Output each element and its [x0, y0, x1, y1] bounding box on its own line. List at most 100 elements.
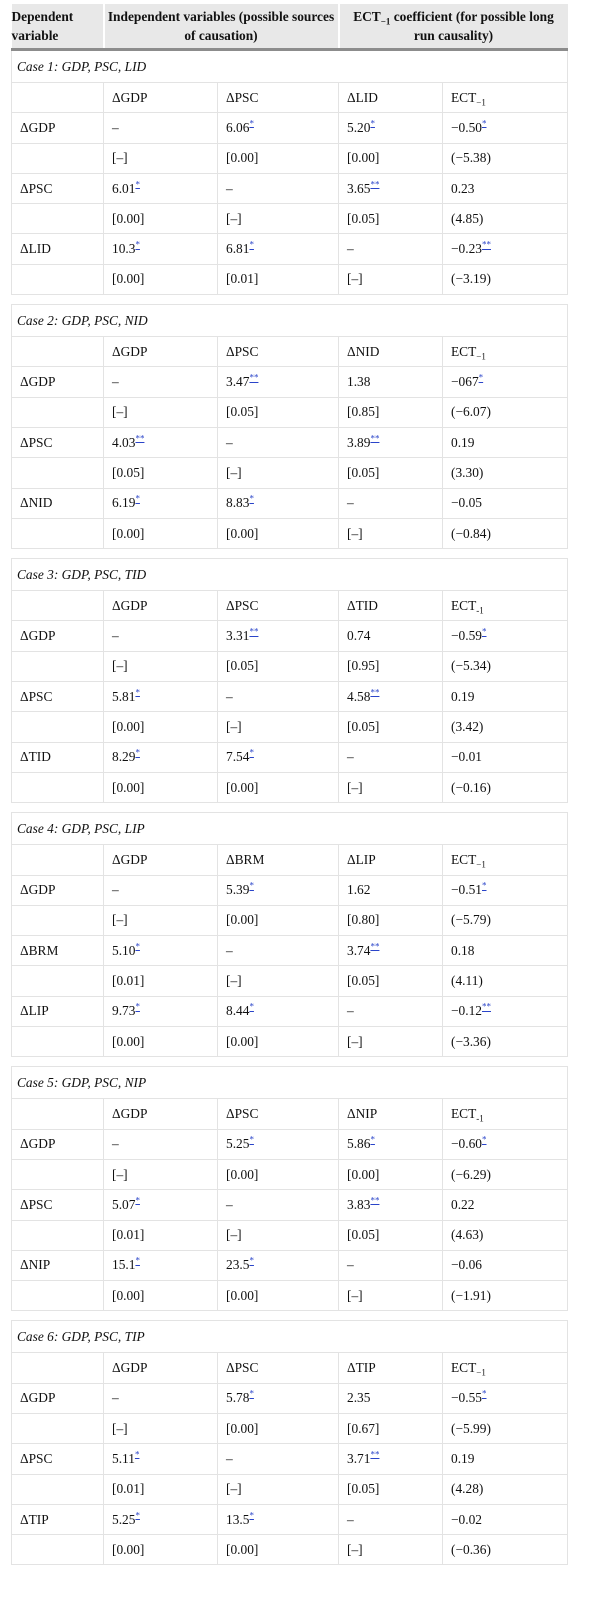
stat-cell: (4.11): [441, 965, 569, 997]
column-header: ECT-1: [441, 590, 569, 621]
significance-link[interactable]: *: [370, 1134, 375, 1145]
blank-cell: [11, 1098, 104, 1130]
row-variable: ΔPSC: [11, 1189, 104, 1220]
column-header: ΔBRM: [217, 844, 339, 876]
value-cell: –: [217, 426, 339, 458]
value-text: 6.81: [226, 241, 250, 257]
significance-link[interactable]: *: [482, 626, 487, 637]
value-text: 4.58: [347, 688, 371, 704]
significance-link[interactable]: **: [249, 372, 259, 383]
significance-link[interactable]: *: [249, 1001, 254, 1012]
blank-cell: [11, 336, 104, 367]
significance-link[interactable]: *: [249, 1388, 254, 1399]
table-row: ΔGDP – 3.31** 0.74 −0.59*: [11, 620, 569, 652]
value-text: 23.5: [226, 1257, 250, 1273]
significance-link[interactable]: *: [135, 1510, 140, 1521]
significance-link[interactable]: *: [482, 1388, 487, 1399]
significance-link[interactable]: *: [135, 179, 140, 190]
significance-link[interactable]: **: [370, 179, 380, 190]
column-header-sub: -1: [476, 1113, 484, 1124]
significance-link[interactable]: *: [249, 118, 254, 129]
value-cell: −0.59*: [441, 620, 569, 652]
row-variable: ΔGDP: [11, 1382, 104, 1414]
significance-link[interactable]: *: [482, 880, 487, 891]
value-cell: 13.5*: [217, 1503, 339, 1535]
case-title: Case 3: GDP, PSC, TID: [10, 558, 569, 591]
significance-link[interactable]: *: [370, 118, 375, 129]
table-row: ΔBRM 5.10* –3.74** 0.18: [11, 935, 569, 966]
value-cell: 6.81*: [217, 233, 339, 265]
stat-cell: [–]: [338, 1534, 443, 1566]
blank-cell: [11, 904, 104, 936]
significance-link[interactable]: *: [135, 1195, 140, 1206]
stat-row: [0.00] [–] [0.05] (4.85): [11, 203, 569, 234]
significance-link[interactable]: **: [370, 1449, 380, 1460]
value-cell: 4.58**: [338, 681, 443, 712]
significance-link[interactable]: *: [135, 941, 140, 952]
table-row: ΔGDP –6.06* 5.20* −0.50*: [11, 112, 569, 144]
stat-cell: (−1.91): [441, 1280, 569, 1311]
significance-link[interactable]: *: [249, 493, 254, 504]
significance-link[interactable]: *: [249, 880, 254, 891]
value-cell: –: [338, 995, 443, 1027]
stat-row: [0.00] [0.00] [–] (−0.16): [11, 771, 569, 803]
stat-cell: [0.00]: [103, 1280, 218, 1311]
significance-link[interactable]: **: [370, 941, 380, 952]
value-text: 3.89: [347, 434, 371, 450]
stat-cell: [0.01]: [103, 1473, 218, 1505]
significance-link[interactable]: *: [134, 1449, 140, 1460]
significance-link[interactable]: *: [135, 239, 140, 250]
value-text: 5.25: [112, 1511, 136, 1527]
significance-link[interactable]: *: [249, 1255, 254, 1266]
stat-cell: (4.85): [441, 203, 569, 234]
case-title: Case 1: GDP, PSC, LID: [10, 49, 569, 83]
significance-link[interactable]: **: [249, 626, 259, 637]
significance-link[interactable]: *: [135, 1001, 140, 1012]
stat-cell: [–]: [217, 965, 339, 997]
stat-cell: [0.00]: [217, 1280, 339, 1311]
value-cell: 3.89**: [338, 426, 443, 458]
case-title: Case 2: GDP, PSC, NID: [10, 304, 569, 337]
column-header: ΔLIP: [338, 844, 443, 876]
value-cell: 5.11*: [103, 1443, 218, 1475]
row-variable: ΔPSC: [11, 172, 104, 204]
stat-cell: (−0.36): [441, 1534, 569, 1566]
significance-link[interactable]: **: [482, 1001, 491, 1012]
significance-link[interactable]: *: [135, 1255, 140, 1266]
value-text: 5.86: [347, 1136, 371, 1152]
significance-link[interactable]: *: [249, 747, 254, 758]
significance-link[interactable]: *: [249, 239, 254, 250]
significance-link[interactable]: *: [135, 687, 140, 698]
blank-cell: [11, 1219, 104, 1251]
row-variable: ΔGDP: [11, 366, 104, 398]
stat-cell: [0.00]: [338, 142, 443, 174]
significance-link[interactable]: *: [249, 1134, 254, 1145]
column-header-row: ΔGDP ΔPSC ΔTID ECT-1: [11, 590, 569, 621]
case-title: Case 6: GDP, PSC, TIP: [10, 1320, 569, 1353]
row-variable: ΔGDP: [11, 874, 104, 906]
value-cell: 0.19: [441, 426, 569, 458]
section-gap: [11, 548, 568, 559]
value-text: 5.10: [112, 942, 136, 958]
significance-link[interactable]: **: [482, 239, 491, 250]
significance-link[interactable]: **: [370, 687, 380, 698]
significance-link[interactable]: *: [478, 372, 484, 383]
significance-link[interactable]: **: [135, 433, 145, 444]
blank-cell: [11, 771, 104, 803]
significance-link[interactable]: *: [249, 1510, 254, 1521]
significance-link[interactable]: *: [135, 493, 140, 504]
significance-link[interactable]: *: [482, 1134, 487, 1145]
blank-cell: [11, 1026, 104, 1057]
value-cell: −0.51*: [441, 874, 569, 906]
value-text: 0.74: [347, 628, 371, 644]
column-header: ΔGDP: [103, 81, 218, 113]
significance-link[interactable]: *: [135, 747, 140, 758]
table-row: ΔGDP – 3.47** 1.38 −067*: [11, 366, 569, 398]
row-variable: ΔTIP: [11, 1503, 104, 1535]
row-variable: ΔGDP: [11, 620, 104, 652]
significance-link[interactable]: *: [482, 118, 487, 129]
significance-link[interactable]: **: [370, 1195, 380, 1206]
significance-link[interactable]: **: [370, 433, 380, 444]
column-header: ΔTIP: [338, 1352, 443, 1384]
stat-cell: [0.05]: [338, 1219, 443, 1251]
